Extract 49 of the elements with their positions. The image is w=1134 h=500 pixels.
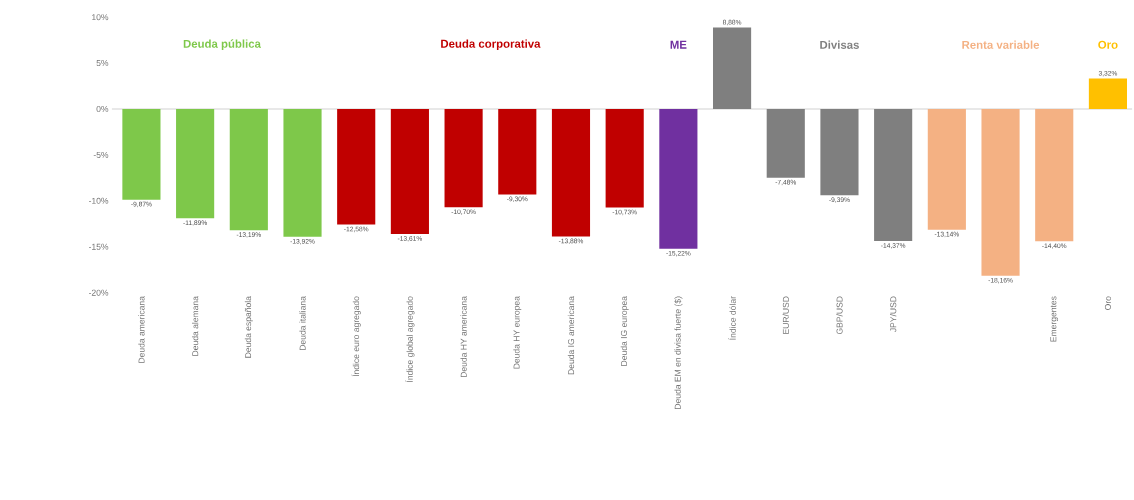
- y-tick-label: 10%: [92, 14, 109, 21]
- x-tick-label: Deuda HY americana: [460, 296, 467, 378]
- bar: [390, 109, 429, 235]
- bar: [283, 109, 322, 238]
- y-tick-label: 5%: [96, 60, 109, 67]
- bar: [981, 109, 1020, 276]
- x-tick-label: GBP/USD: [836, 296, 843, 335]
- x-tick-label: Emergentes: [1050, 296, 1059, 342]
- annotation: Oro: [1098, 40, 1118, 49]
- bar: [122, 109, 161, 200]
- bar: [927, 109, 966, 230]
- y-tick-label: -10%: [88, 198, 109, 205]
- x-tick-label: Deuda alemana: [191, 296, 199, 356]
- x-tick-label: Deuda italiana: [299, 296, 306, 351]
- y-tick-label: -15%: [88, 243, 109, 250]
- bar: [498, 109, 537, 195]
- y-tick-label: -5%: [93, 152, 109, 159]
- x-tick-label: Oro: [1104, 296, 1111, 311]
- bar: [176, 109, 215, 219]
- x-tick-label: Deuda HY europea: [513, 296, 522, 369]
- bar: [337, 109, 376, 225]
- bar: [766, 109, 805, 178]
- x-tick-label: Deuda IG americana: [567, 296, 575, 375]
- bar: [820, 109, 859, 196]
- bar: [444, 109, 483, 208]
- annotation: Divisas: [820, 40, 859, 50]
- x-tick-label: Índice euro agregado: [351, 296, 361, 377]
- x-tick-label: EUR/USD: [782, 296, 789, 335]
- annotation: Deuda pública: [183, 39, 261, 51]
- annotation: ME: [670, 40, 687, 49]
- y-tick-label: -20%: [88, 289, 109, 296]
- bar: [1088, 78, 1127, 110]
- bar: [605, 109, 644, 208]
- annotation: Deuda corporativa: [441, 39, 541, 51]
- x-tick-label: Deuda americana: [138, 296, 145, 364]
- bar: [229, 109, 268, 231]
- x-tick-label: Deuda EM en divisa fuerte ($): [674, 296, 683, 410]
- x-tick-label: Deuda española: [244, 296, 253, 358]
- x-tick-label: JPY/USD: [890, 296, 897, 333]
- bar: [659, 109, 698, 249]
- bar: [874, 109, 913, 242]
- bar: [1035, 109, 1074, 242]
- y-tick-label: 0%: [96, 106, 109, 113]
- x-tick-label: Deuda IG europea: [620, 296, 629, 366]
- bar: [551, 109, 591, 237]
- x-tick-label: Índice dólar: [728, 296, 736, 340]
- bar: [713, 27, 752, 110]
- x-tick-label: Índice global agregado: [405, 296, 415, 383]
- annotation: Renta variable: [962, 40, 1040, 50]
